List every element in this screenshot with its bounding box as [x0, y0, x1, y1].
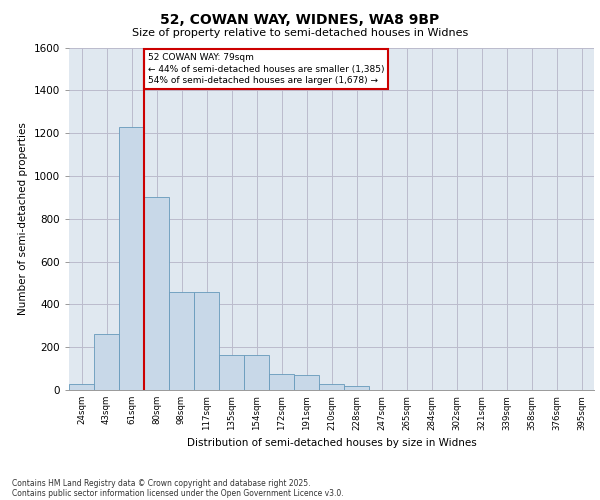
Bar	[294, 375, 319, 390]
Bar	[219, 354, 244, 390]
Bar	[269, 374, 294, 390]
Bar	[144, 198, 169, 390]
Y-axis label: Number of semi-detached properties: Number of semi-detached properties	[18, 122, 28, 315]
Bar	[194, 292, 219, 390]
Text: Size of property relative to semi-detached houses in Widnes: Size of property relative to semi-detach…	[132, 28, 468, 38]
Bar	[69, 384, 94, 390]
Bar	[119, 126, 144, 390]
Bar	[244, 354, 269, 390]
Bar	[169, 292, 194, 390]
Bar	[344, 386, 369, 390]
Text: Contains HM Land Registry data © Crown copyright and database right 2025.: Contains HM Land Registry data © Crown c…	[12, 478, 311, 488]
Text: 52 COWAN WAY: 79sqm
← 44% of semi-detached houses are smaller (1,385)
54% of sem: 52 COWAN WAY: 79sqm ← 44% of semi-detach…	[148, 53, 384, 86]
Text: Contains public sector information licensed under the Open Government Licence v3: Contains public sector information licen…	[12, 488, 344, 498]
Text: 52, COWAN WAY, WIDNES, WA8 9BP: 52, COWAN WAY, WIDNES, WA8 9BP	[160, 12, 440, 26]
X-axis label: Distribution of semi-detached houses by size in Widnes: Distribution of semi-detached houses by …	[187, 438, 476, 448]
Bar	[94, 334, 119, 390]
Bar	[319, 384, 344, 390]
